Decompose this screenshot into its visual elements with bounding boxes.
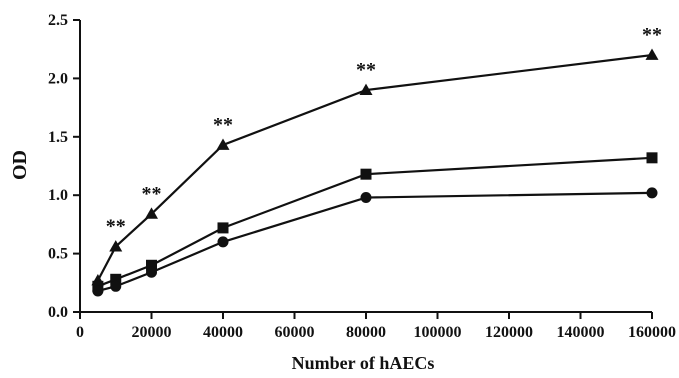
square-point <box>360 168 372 180</box>
x-tick-label: 40000 <box>203 324 243 341</box>
circle-point <box>360 192 372 204</box>
x-tick-label: 20000 <box>132 324 172 341</box>
x-tick-label: 0 <box>76 324 84 341</box>
x-tick-label: 120000 <box>485 324 533 341</box>
x-ticks: 0 20000 40000 60000 80000 100000 120000 140000 1… <box>76 312 676 341</box>
y-ticks: 0.0 0.5 1.0 1.5 2.0 2.5 <box>48 12 80 321</box>
x-tick-label: 60000 <box>275 324 315 341</box>
square-point <box>146 259 157 271</box>
x-tick-label: 80000 <box>346 324 386 341</box>
y-axis-title: OD <box>9 150 31 180</box>
y-tick-label: 2.5 <box>48 12 68 29</box>
triangle-point <box>359 83 373 95</box>
series-line <box>97 191 653 293</box>
circle-point <box>646 187 658 199</box>
series-triangle <box>91 48 659 286</box>
y-tick-label: 0.0 <box>48 304 68 321</box>
significance-marker: ** <box>213 114 233 136</box>
triangle-point <box>216 138 230 150</box>
y-tick-label: 2.0 <box>48 70 68 87</box>
square-point <box>217 222 229 234</box>
significance-marker: ** <box>642 24 662 46</box>
x-axis-title: Number of hAECs <box>292 353 435 373</box>
y-tick-label: 0.5 <box>48 246 68 263</box>
y-tick-label: 1.0 <box>48 187 68 204</box>
series-line <box>97 156 653 288</box>
significance-marker: ** <box>106 216 126 238</box>
x-tick-label: 100000 <box>414 324 462 341</box>
significance-marker: ** <box>142 183 162 205</box>
triangle-point <box>109 240 123 252</box>
significance-marker: ** <box>356 59 376 81</box>
triangle-point <box>645 48 659 60</box>
circle-point <box>110 280 122 292</box>
x-tick-label: 160000 <box>628 324 676 341</box>
triangle-point <box>145 207 158 219</box>
square-point <box>646 152 658 164</box>
y-tick-label: 1.5 <box>48 129 68 146</box>
annotation-layer: ** ** ** ** ** <box>106 24 662 238</box>
series-line <box>96 53 653 281</box>
square-point <box>110 273 122 285</box>
circle-point <box>217 236 229 248</box>
circle-point <box>146 266 157 278</box>
series-layer <box>91 48 659 297</box>
series-circle <box>92 187 658 297</box>
series-square <box>92 152 658 292</box>
circle-point <box>92 285 104 297</box>
x-tick-label: 140000 <box>557 324 605 341</box>
